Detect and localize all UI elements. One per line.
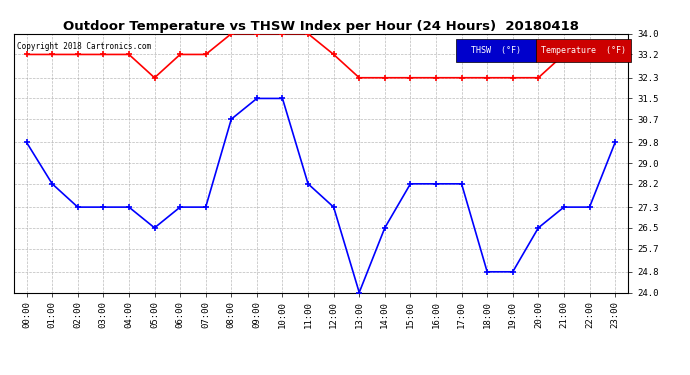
FancyBboxPatch shape (456, 39, 535, 62)
Text: THSW  (°F): THSW (°F) (471, 46, 521, 55)
Text: Copyright 2018 Cartronics.com: Copyright 2018 Cartronics.com (17, 42, 151, 51)
Title: Outdoor Temperature vs THSW Index per Hour (24 Hours)  20180418: Outdoor Temperature vs THSW Index per Ho… (63, 20, 579, 33)
FancyBboxPatch shape (535, 39, 631, 62)
Text: Temperature  (°F): Temperature (°F) (541, 46, 626, 55)
